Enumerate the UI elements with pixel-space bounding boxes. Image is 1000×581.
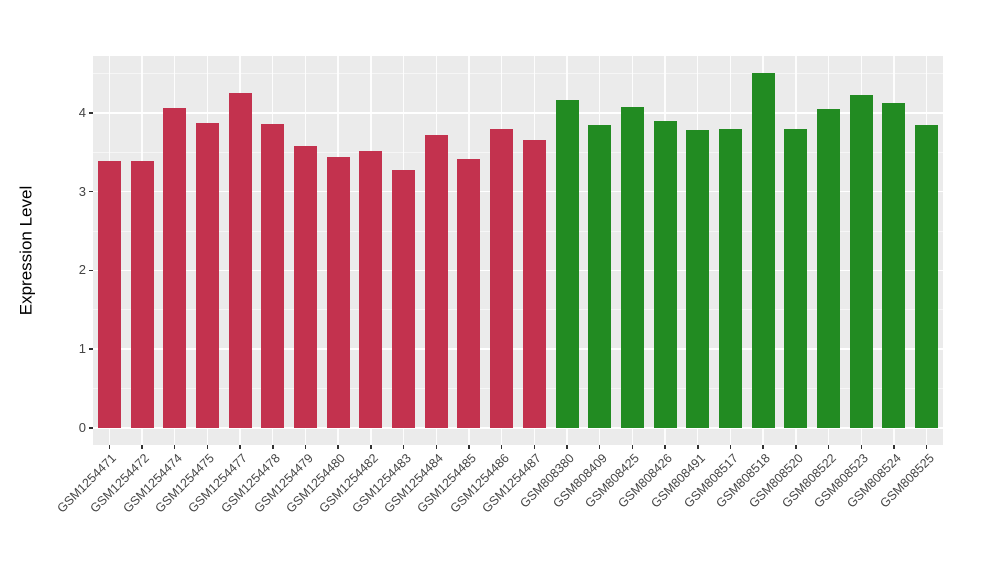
x-tick: [893, 445, 895, 449]
y-grid-major: [93, 348, 943, 350]
x-tick: [272, 445, 274, 449]
y-tick-label: 3: [78, 183, 86, 199]
bar: [228, 93, 252, 428]
y-grid-major: [93, 269, 943, 272]
x-tick: [337, 445, 339, 449]
bar: [588, 125, 612, 428]
y-tick-label: 2: [78, 262, 86, 278]
bar: [163, 108, 187, 428]
y-grid-minor: [93, 151, 943, 153]
x-tick: [304, 445, 307, 449]
y-grid-minor: [93, 230, 943, 232]
x-tick: [239, 445, 241, 449]
x-tick: [108, 445, 111, 449]
y-tick-label: 0: [78, 420, 86, 435]
x-tick: [468, 445, 470, 449]
bar: [784, 129, 808, 428]
x-tick: [697, 445, 699, 449]
bar: [653, 120, 677, 428]
x-tick: [729, 445, 732, 449]
bar: [424, 134, 448, 428]
bar: [882, 103, 906, 428]
bar: [915, 125, 939, 428]
x-tick: [402, 445, 405, 449]
y-tick-label: 4: [78, 104, 86, 120]
y-grid-major: [93, 112, 943, 114]
x-tick: [206, 445, 209, 449]
x-tick: [925, 445, 928, 449]
y-tick: [89, 348, 93, 350]
bar: [719, 129, 742, 428]
x-tick: [370, 445, 372, 449]
bar: [359, 151, 383, 428]
bar: [751, 73, 775, 428]
bar: [457, 159, 481, 428]
bar: [326, 156, 350, 428]
y-grid-minor: [93, 309, 943, 311]
y-tick: [89, 269, 93, 272]
x-tick: [795, 445, 797, 449]
y-grid-minor: [93, 388, 943, 390]
x-tick: [827, 445, 830, 449]
x-tick: [435, 445, 438, 449]
bar: [294, 145, 317, 428]
bar: [522, 139, 546, 428]
x-tick: [566, 445, 568, 449]
bar: [130, 160, 154, 428]
y-grid-minor: [93, 72, 943, 74]
bar: [97, 160, 121, 428]
y-tick-label: 1: [78, 341, 86, 357]
bar: [261, 123, 285, 428]
bar: [686, 130, 710, 428]
bar: [555, 100, 579, 428]
y-tick: [89, 190, 93, 193]
y-axis-title: Expression Level: [16, 185, 36, 316]
x-tick: [173, 445, 176, 449]
x-tick: [533, 445, 536, 449]
x-tick: [860, 445, 863, 449]
y-grid-major: [93, 190, 943, 193]
x-tick: [141, 445, 143, 449]
bar: [620, 106, 644, 428]
y-grid-major: [93, 427, 943, 429]
plot-panel: [93, 56, 943, 445]
bar: [849, 94, 873, 428]
bar: [490, 128, 514, 428]
bar: [392, 170, 416, 428]
x-tick: [631, 445, 634, 449]
x-tick: [500, 445, 503, 449]
bar: [817, 108, 841, 428]
y-tick: [89, 427, 93, 429]
x-tick: [762, 445, 764, 449]
x-tick: [598, 445, 601, 449]
x-tick: [664, 445, 666, 449]
bar: [195, 123, 219, 428]
y-tick: [89, 112, 93, 114]
